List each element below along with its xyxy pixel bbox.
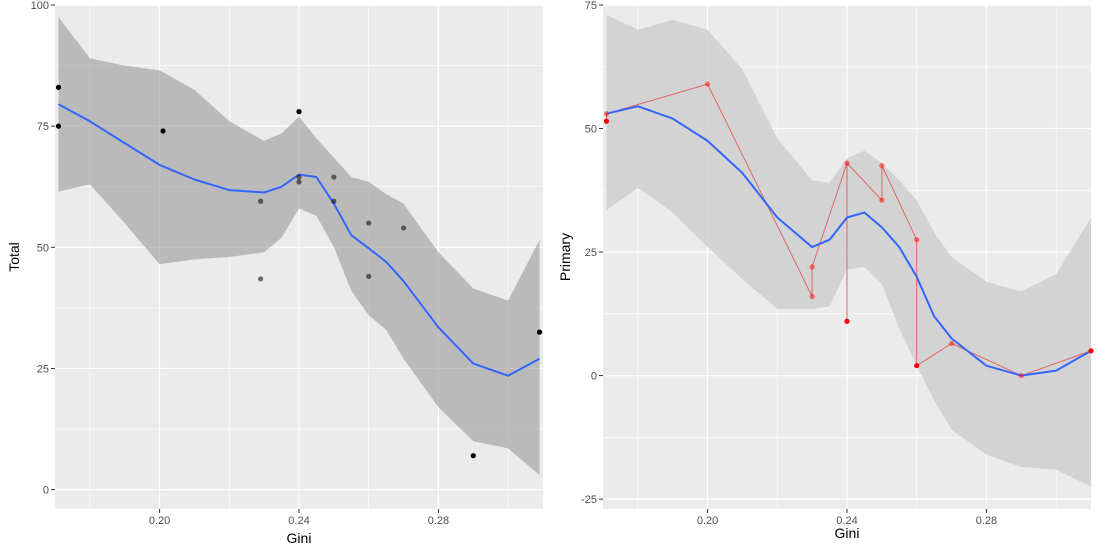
data-point [296,174,302,180]
data-point [914,363,920,369]
confidence-ribbon [58,17,540,476]
data-point [296,109,302,115]
data-point [1018,372,1024,379]
y-tick-label: -25 [581,494,597,506]
x-tick-label: 0.20 [149,515,170,527]
data-point [948,340,955,347]
data-point [603,111,610,117]
x-axis-title: Gini [835,525,860,541]
data-point [536,329,543,335]
data-point [704,81,711,87]
data-point [809,264,815,270]
y-tick-label: 75 [585,0,597,12]
data-point [258,276,264,282]
data-point [366,273,372,279]
y-tick-label: 25 [585,247,597,259]
y-tick-label: 100 [31,0,49,12]
data-point [55,84,62,90]
data-point [844,160,850,166]
x-axis-title: Gini [287,530,312,546]
data-point [366,220,372,226]
right-plot-panel: 0.20 0.24 0.28 -25 0 25 50 75 Gini Primary [557,0,1094,541]
left-plot-panel: 0.20 0.24 0.28 0 25 50 75 100 Gini Total [6,0,543,546]
data-point [879,162,885,169]
x-tick-label: 0.24 [836,515,857,527]
smooth-line [606,105,1092,377]
data-point [809,293,815,300]
data-point [296,179,302,185]
y-axis-title: Primary [557,233,573,281]
smooth-line [58,103,540,377]
data-point [55,123,62,129]
y-tick-label: 0 [43,485,49,497]
y-axis-title: Total [6,242,22,272]
y-tick-label: 75 [37,121,49,133]
data-point [603,118,610,124]
data-point [331,198,337,204]
data-point [879,197,885,203]
y-tick-label: 25 [37,363,49,375]
x-tick-label: 0.20 [697,515,718,527]
y-tick-label: 50 [37,242,49,254]
data-point [258,198,264,204]
data-point [160,128,166,134]
x-tick-label: 0.28 [976,515,997,527]
y-tick-label: 50 [585,124,597,136]
y-tick-label: 0 [591,371,597,383]
data-point [400,225,407,231]
x-tick-label: 0.24 [288,515,309,527]
data-point [331,174,337,180]
data-point [844,318,850,324]
confidence-ribbon [606,14,1091,487]
data-point [1088,348,1094,354]
x-tick-label: 0.28 [428,515,449,527]
data-point [914,237,920,243]
data-point [470,453,476,459]
